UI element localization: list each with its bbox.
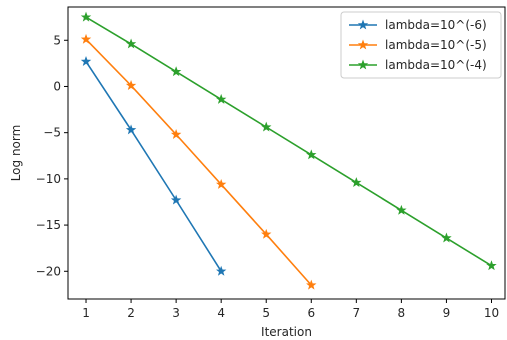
y-tick-label: −5 <box>43 126 61 140</box>
x-axis-label: Iteration <box>261 325 312 339</box>
data-point <box>125 124 137 135</box>
x-tick-label: 4 <box>217 306 225 320</box>
data-point <box>125 80 137 90</box>
y-tick-label: 5 <box>53 33 61 47</box>
series-layer <box>80 11 497 290</box>
x-tick-label: 8 <box>398 306 406 320</box>
legend-box <box>340 11 502 79</box>
x-tick-label: 2 <box>127 306 135 320</box>
data-point <box>215 178 227 189</box>
x-tick-label: 3 <box>172 306 180 320</box>
data-point <box>170 129 182 139</box>
axes-frame <box>67 6 506 300</box>
data-point <box>215 93 227 104</box>
legend-entry: lambda=10^(-6) <box>349 18 487 32</box>
y-tick-label: −20 <box>36 264 61 278</box>
series-2 <box>80 33 317 290</box>
legend-label: lambda=10^(-4) <box>385 58 487 72</box>
data-point <box>306 149 317 160</box>
x-tick-label: 9 <box>443 306 451 320</box>
series-line <box>85 61 222 272</box>
data-point <box>261 228 272 239</box>
data-point <box>80 33 92 44</box>
data-point <box>125 38 137 49</box>
series-1 <box>80 56 227 276</box>
data-point <box>170 194 182 205</box>
legend-entry: lambda=10^(-4) <box>349 58 487 72</box>
x-tick-label: 1 <box>82 306 90 320</box>
data-point <box>170 66 182 77</box>
x-tick-label: 7 <box>353 306 361 320</box>
data-point <box>441 232 452 243</box>
y-tick-label: −15 <box>36 218 61 232</box>
legend: lambda=10^(-6) lambda=10^(-5) lambda=10^(-… <box>340 11 502 79</box>
legend-entry: lambda=10^(-5) <box>349 38 487 52</box>
data-point <box>351 177 362 187</box>
series-3 <box>80 11 497 271</box>
legend-marker <box>357 39 369 50</box>
y-tick-label: 0 <box>53 79 61 93</box>
x-tick-label: 10 <box>484 306 499 320</box>
legend-label: lambda=10^(-6) <box>385 18 487 32</box>
series-line <box>85 16 492 267</box>
data-point <box>486 260 497 271</box>
series-line <box>85 38 312 286</box>
data-point <box>215 265 227 276</box>
data-point <box>396 204 407 215</box>
data-point <box>80 11 92 22</box>
data-point <box>261 121 272 132</box>
x-tick-label: 5 <box>262 306 270 320</box>
legend-label: lambda=10^(-5) <box>385 38 487 52</box>
x-tick-label: 6 <box>307 306 315 320</box>
legend-marker <box>357 59 369 70</box>
y-axis-label: Log norm <box>9 125 23 182</box>
axes-layer: 1 2 3 4 5 6 7 8 9 10 5 0 −5 −10 −15 −20 <box>36 6 506 320</box>
data-point <box>80 56 92 66</box>
legend-marker <box>357 19 369 30</box>
data-point <box>306 279 317 290</box>
y-tick-label: −10 <box>36 172 61 186</box>
